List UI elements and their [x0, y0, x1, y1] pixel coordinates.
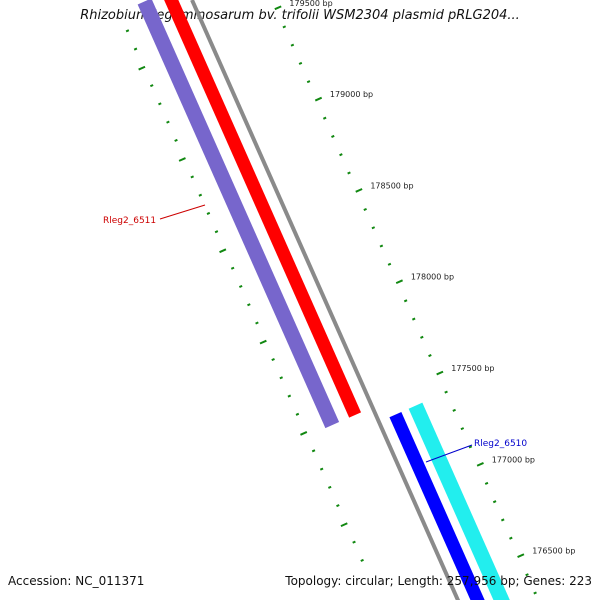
accession-text: Accession: NC_011371	[8, 574, 145, 588]
ruler-tick	[274, 5, 282, 11]
reverse-gene-shadow-band	[408, 402, 510, 600]
reverse-gene-band	[389, 411, 485, 600]
ruler-tick	[525, 573, 529, 577]
ruler-label: 179500 bp	[289, 0, 332, 8]
ruler-tick	[339, 153, 343, 157]
ruler-tick	[395, 279, 403, 285]
left-ruler-tick	[149, 84, 154, 88]
left-ruler-tick	[125, 29, 130, 33]
ruler-tick	[492, 500, 497, 504]
ruler-tick	[290, 43, 295, 47]
left-ruler-tick	[158, 102, 162, 106]
left-ruler-tick	[198, 193, 203, 197]
ruler-tick	[500, 518, 505, 522]
ruler-tick	[403, 299, 408, 303]
forward-gene-label: Rleg2_6511	[103, 216, 156, 226]
ruler-tick	[363, 207, 367, 212]
ruler-label: 178500 bp	[370, 181, 413, 190]
ruler-label: 178000 bp	[411, 273, 454, 282]
left-ruler-tick	[133, 47, 138, 51]
left-ruler-tick	[230, 266, 235, 270]
ruler-tick	[468, 445, 473, 449]
forward-gene-leader	[159, 204, 206, 220]
forward-gene-shadow-band	[137, 0, 340, 429]
left-ruler-tick	[319, 467, 324, 471]
ruler-tick	[371, 226, 376, 230]
ruler-tick	[436, 370, 444, 376]
forward-gene-band	[164, 0, 362, 418]
ruler-tick	[347, 171, 351, 175]
left-ruler-tick	[190, 175, 194, 179]
left-ruler-tick	[311, 449, 316, 453]
ruler-tick	[355, 188, 363, 193]
ruler-tick	[282, 25, 287, 29]
left-ruler-tick	[279, 376, 283, 380]
ruler-tick	[379, 244, 384, 248]
left-ruler-tick	[166, 120, 170, 124]
left-ruler-tick	[174, 138, 178, 142]
ruler-tick	[428, 354, 432, 358]
left-ruler-tick	[336, 504, 340, 508]
ruler-tick	[460, 427, 465, 431]
ruler-label: 177500 bp	[451, 364, 494, 373]
left-ruler-tick	[247, 303, 251, 307]
ruler-tick	[322, 116, 327, 120]
map-title: Rhizobium leguminosarum bv. trifolii WSM…	[80, 8, 520, 23]
left-ruler-tick	[259, 339, 267, 345]
left-ruler-tick	[295, 412, 300, 416]
ruler-tick	[509, 536, 513, 540]
left-ruler-tick	[178, 157, 186, 162]
left-ruler-tick	[300, 431, 308, 436]
left-ruler-tick	[340, 522, 348, 528]
ruler-label: 177000 bp	[492, 455, 535, 464]
ruler-label: 179000 bp	[330, 90, 373, 99]
ruler-label: 176500 bp	[532, 547, 575, 556]
left-ruler-tick	[352, 540, 356, 544]
ruler-tick	[517, 553, 525, 558]
genome-summary-text: Topology: circular; Length: 257,956 bp; …	[285, 574, 592, 588]
left-ruler-tick	[271, 358, 275, 362]
left-ruler-tick	[255, 321, 259, 325]
left-ruler-tick	[238, 284, 243, 288]
left-ruler-tick	[287, 394, 292, 398]
ruler-tick	[533, 591, 537, 595]
left-ruler-tick	[219, 248, 227, 254]
left-ruler-tick	[214, 230, 219, 234]
left-ruler-tick	[327, 485, 332, 489]
ruler-tick	[306, 80, 311, 84]
ruler-tick	[484, 481, 489, 485]
reverse-gene-leader	[425, 444, 473, 463]
ruler-tick	[444, 390, 448, 394]
backbone-line	[190, 0, 461, 600]
ruler-tick	[331, 134, 335, 138]
ruler-tick	[411, 317, 416, 321]
ruler-tick	[387, 262, 392, 266]
ruler-tick	[314, 96, 323, 102]
reverse-gene-label: Rleg2_6510	[474, 439, 527, 449]
ruler-tick	[452, 408, 456, 412]
ruler-tick	[476, 462, 484, 467]
left-ruler-tick	[206, 211, 211, 215]
ruler-tick	[420, 335, 424, 339]
left-ruler-tick	[138, 65, 146, 71]
left-ruler-tick	[360, 558, 364, 562]
ruler-tick	[298, 61, 303, 65]
